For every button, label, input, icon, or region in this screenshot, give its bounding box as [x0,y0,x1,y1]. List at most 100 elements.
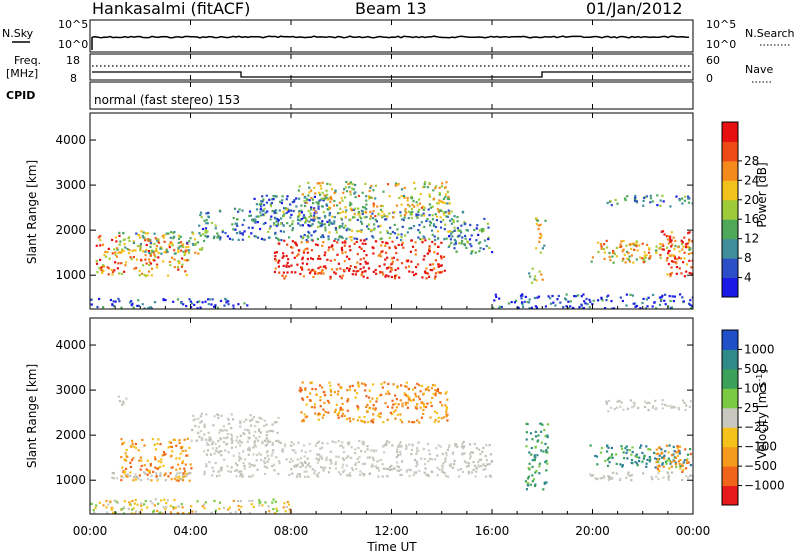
velocity-cell [327,471,330,474]
power-cell [564,298,568,301]
velocity-cell [232,454,235,457]
velocity-cell [468,472,471,475]
velocity-cell [181,474,184,477]
velocity-cell [370,465,373,468]
power-cell [660,298,663,301]
power-cell [404,234,407,237]
power-cell [431,269,434,272]
power-cell [603,251,606,254]
power-cell [437,245,440,248]
power-cell [172,232,175,235]
power-cell [673,255,676,258]
power-cell [241,238,244,241]
power-cell [412,200,415,203]
velocity-cell [225,443,228,446]
power-cell [633,199,637,202]
power-cell [634,302,637,305]
velocity-cell [248,475,251,478]
velocity-cell [404,401,407,404]
power-cell [177,260,180,263]
power-cell [314,272,317,275]
power-cell [165,232,168,235]
velocity-cell [248,437,251,440]
velocity-cell [640,444,643,447]
velocity-cell [660,456,664,459]
power-cell [411,210,414,213]
power-cell [683,236,686,239]
power-cell [329,183,332,186]
velocity-cell [412,399,415,402]
power-cell [621,259,624,262]
power-cell [600,296,603,299]
power-cell [300,209,303,212]
power-cell [282,230,285,233]
y-tick-label: 3000 [55,178,86,192]
velocity-cell [227,418,230,421]
power-cell [274,267,277,270]
power-cell [407,210,411,213]
power-cell [313,212,316,215]
power-cell [270,201,273,205]
power-cell [443,228,446,231]
velocity-cell [231,435,234,438]
velocity-cell [263,425,266,428]
power-cell [488,246,491,249]
power-cell [414,241,417,244]
power-cell [298,214,301,217]
velocity-cell [475,447,478,450]
velocity-cell [603,476,606,479]
power-cell [171,242,174,245]
power-cell [538,240,541,243]
velocity-cell [188,446,191,449]
power-cell [419,192,422,196]
power-cell [671,260,674,263]
velocity-cell [404,403,408,406]
power-cell [156,239,159,242]
velocity-cell [263,462,267,465]
velocity-cell [381,475,384,478]
power-cell [300,204,303,207]
power-cell [656,204,659,207]
power-cell [453,247,456,250]
velocity-cell [348,441,351,444]
velocity-cell [264,501,267,504]
power-cell [659,204,662,207]
velocity-cell [235,439,238,442]
power-cell [163,234,166,237]
velocity-cell [152,470,155,473]
power-cell [431,205,434,208]
power-cell [624,199,627,202]
velocity-cell [293,465,296,468]
velocity-cell [149,463,152,466]
power-cell [411,245,415,248]
colorbar-segment [722,427,738,448]
velocity-cell [212,440,215,443]
power-cell [479,241,482,244]
power-cell [410,195,413,198]
power-cell [299,224,302,227]
power-cell [393,277,397,280]
velocity-cell [437,444,440,447]
velocity-cell [436,466,439,469]
velocity-cell [356,419,359,422]
velocity-cell [178,467,182,470]
velocity-cell [322,469,325,472]
power-cell [231,238,234,241]
power-cell [670,239,673,242]
power-cell [187,251,191,254]
velocity-cell [657,472,660,475]
velocity-cell [203,433,206,436]
power-cell [204,300,207,303]
velocity-cell [599,451,603,454]
power-cell [327,249,330,252]
power-cell [400,262,404,265]
velocity-cell [386,467,389,471]
velocity-cell [170,466,173,469]
velocity-cell [628,449,631,452]
velocity-cell [439,392,442,395]
velocity-cell [161,512,164,514]
time-axis-label: Time UT [366,540,417,554]
velocity-cell [443,471,446,475]
velocity-cell [246,440,249,443]
velocity-cell [121,443,124,446]
